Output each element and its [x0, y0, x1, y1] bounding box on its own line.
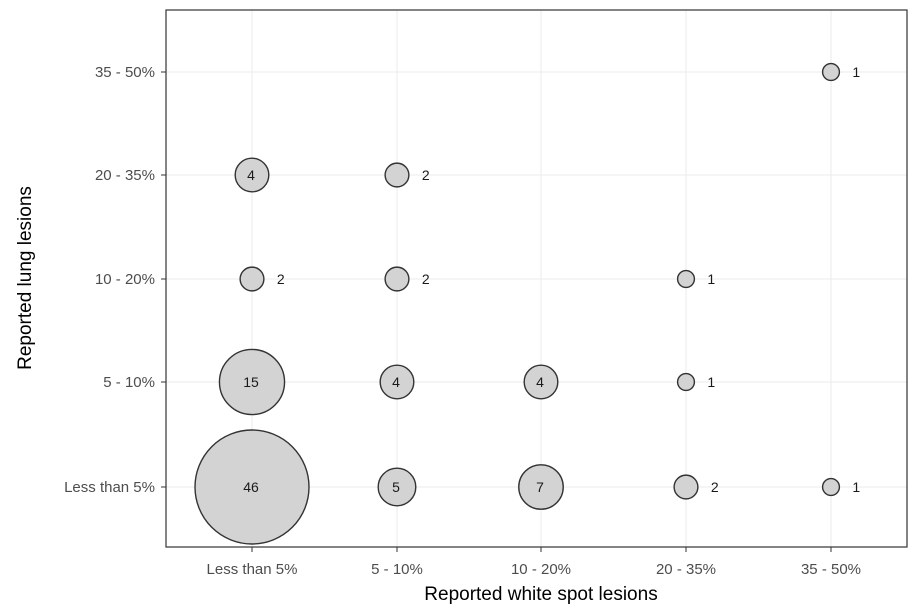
bubble-label: 1	[852, 479, 860, 495]
y-tick-label: 20 - 35%	[95, 167, 155, 184]
bubble	[676, 372, 696, 392]
x-tick-label: 10 - 20%	[511, 561, 571, 578]
y-tick-label: 5 - 10%	[103, 374, 155, 391]
bubble-label: 4	[536, 374, 544, 390]
bubble-label: 7	[536, 479, 544, 495]
bubble-label: 4	[247, 167, 255, 183]
bubble	[384, 266, 410, 292]
bubble-label: 1	[707, 374, 715, 390]
bubble-label: 4	[392, 374, 400, 390]
bubbles	[194, 62, 841, 545]
bubble	[234, 157, 270, 193]
x-tick-label: 20 - 35%	[656, 561, 716, 578]
bubble-label: 5	[392, 479, 400, 495]
bubble	[239, 266, 265, 292]
x-tick-label: Less than 5%	[207, 561, 298, 578]
bubble	[379, 364, 415, 400]
y-tick-label: Less than 5%	[64, 479, 155, 496]
bubble	[377, 467, 417, 507]
x-axis-title: Reported white spot lesions	[424, 584, 657, 605]
y-axis-title: Reported lung lesions	[15, 186, 36, 370]
bubble-labels: 46 5 7 2 1 15 4 4 1 2 2 1 4 2 1	[243, 64, 860, 495]
bubble-label: 46	[243, 479, 259, 495]
bubble	[821, 477, 841, 497]
bubble	[523, 364, 559, 400]
bubble-label: 2	[711, 479, 719, 495]
bubble-label: 2	[422, 271, 430, 287]
x-tick-label: 5 - 10%	[371, 561, 423, 578]
y-axis-ticks: Less than 5% 5 - 10% 10 - 20% 20 - 35% 35 - …	[64, 64, 166, 496]
y-tick-label: 35 - 50%	[95, 64, 155, 81]
bubble-label: 15	[243, 374, 259, 390]
bubble	[673, 474, 699, 500]
bubble	[218, 348, 286, 416]
x-axis-ticks: Less than 5% 5 - 10% 10 - 20% 20 - 35% 35 - …	[207, 547, 861, 578]
bubble-label: 2	[422, 167, 430, 183]
bubble-label: 2	[277, 271, 285, 287]
bubble	[384, 162, 410, 188]
bubble	[821, 62, 841, 82]
bubble-label: 1	[707, 271, 715, 287]
bubble	[518, 464, 564, 510]
bubble	[676, 269, 696, 289]
bubble-label: 1	[852, 64, 860, 80]
bubble	[194, 429, 310, 545]
x-tick-label: 35 - 50%	[801, 561, 861, 578]
y-tick-label: 10 - 20%	[95, 271, 155, 288]
